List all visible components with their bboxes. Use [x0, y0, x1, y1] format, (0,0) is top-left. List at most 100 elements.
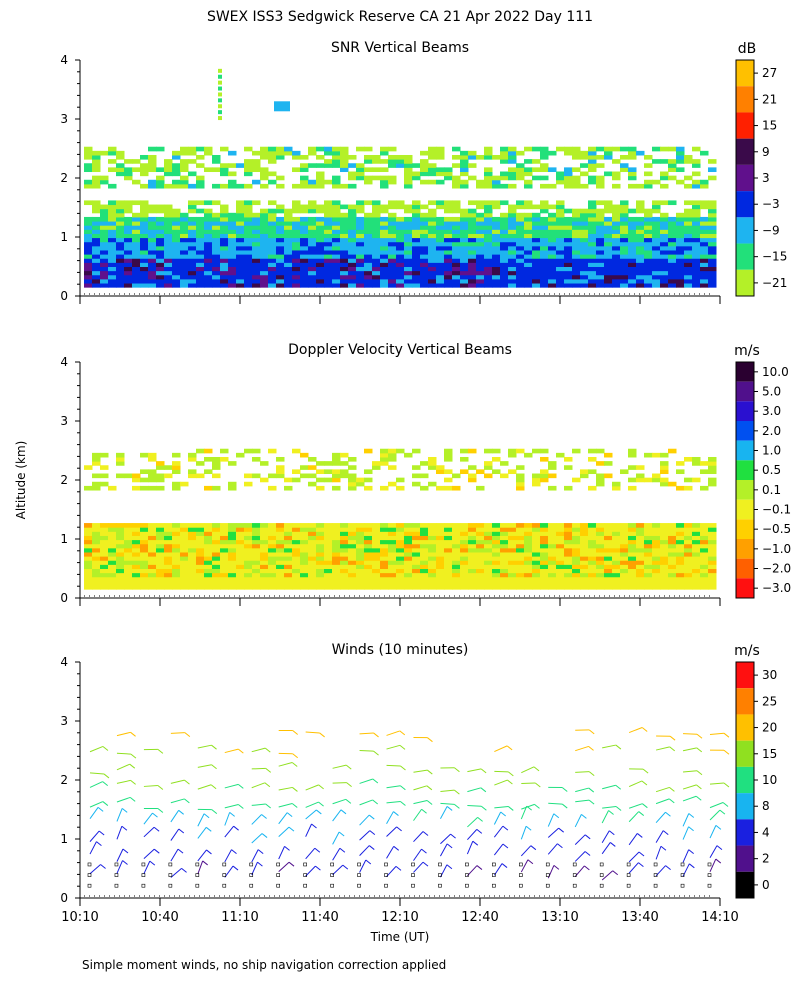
heatmap-cell — [236, 275, 245, 280]
heatmap-cell — [428, 577, 437, 582]
heatmap-cell — [532, 523, 541, 528]
heatmap-cell — [348, 275, 357, 280]
heatmap-cell — [164, 581, 173, 586]
heatmap-cell — [388, 229, 397, 234]
heatmap-cell — [332, 461, 341, 466]
heatmap-cell — [620, 167, 629, 172]
heatmap-cell — [556, 453, 565, 458]
heatmap-cell — [508, 279, 517, 284]
heatmap-cell — [188, 474, 197, 479]
heatmap-cell — [708, 469, 717, 474]
heatmap-cell — [692, 217, 701, 222]
heatmap-cell — [132, 577, 141, 582]
heatmap-cell — [516, 486, 525, 491]
heatmap-cell — [588, 469, 597, 474]
heatmap-cell — [316, 242, 325, 247]
heatmap-cell — [428, 221, 437, 226]
heatmap-cell — [468, 155, 477, 160]
heatmap-cell — [412, 527, 421, 532]
heatmap-cell — [92, 258, 101, 263]
wind-barb-flag — [130, 797, 135, 801]
heatmap-cell — [148, 544, 157, 549]
calm-marker — [681, 863, 684, 866]
heatmap-cell — [484, 569, 493, 574]
wind-barb-flag — [320, 733, 325, 737]
heatmap-cell — [292, 225, 301, 230]
wind-barb-flag — [613, 871, 618, 875]
heatmap-cell — [684, 548, 693, 553]
heatmap-cell — [580, 151, 589, 156]
heatmap-cell — [260, 233, 269, 238]
heatmap-cell — [84, 238, 93, 243]
heatmap-cell — [436, 564, 445, 569]
colorbar-label: 3.0 — [762, 404, 781, 418]
heatmap-cell — [276, 465, 285, 470]
heatmap-cell — [340, 535, 349, 540]
heatmap-cell — [660, 217, 669, 222]
heatmap-cell — [388, 205, 397, 210]
heatmap-cell — [212, 564, 221, 569]
heatmap-cell — [132, 544, 141, 549]
heatmap-cell — [636, 225, 645, 230]
heatmap-cell — [228, 242, 237, 247]
heatmap-cell — [412, 279, 421, 284]
heatmap-cell — [668, 176, 677, 181]
heatmap-cell — [92, 238, 101, 243]
heatmap-cell — [628, 184, 637, 189]
heatmap-cell — [188, 457, 197, 462]
wind-barb-flag — [154, 827, 159, 831]
heatmap-cell — [572, 246, 581, 251]
heatmap-cell — [444, 556, 453, 561]
heatmap-cell — [364, 271, 373, 276]
heatmap-cell — [516, 577, 525, 582]
heatmap-cell — [212, 569, 221, 574]
heatmap-cell — [452, 552, 461, 557]
heatmap-cell — [220, 449, 229, 454]
heatmap-cell — [332, 225, 341, 230]
heatmap-cell — [644, 225, 653, 230]
heatmap-cell — [396, 254, 405, 259]
wind-barb — [333, 848, 340, 860]
heatmap-cell — [556, 577, 565, 582]
heatmap-cell — [284, 585, 293, 590]
heatmap-cell — [324, 246, 333, 251]
heatmap-cell — [204, 585, 213, 590]
heatmap-cell — [396, 556, 405, 561]
heatmap-cell — [172, 482, 181, 487]
heatmap-cell — [316, 564, 325, 569]
heatmap-cell — [364, 155, 373, 160]
heatmap-cell — [260, 548, 269, 553]
heatmap-cell — [492, 267, 501, 272]
heatmap-cell — [332, 205, 341, 210]
heatmap-cell — [556, 279, 565, 284]
heatmap-cell — [260, 556, 269, 561]
heatmap-cell — [380, 556, 389, 561]
heatmap-cell — [700, 523, 709, 528]
calm-marker — [277, 874, 280, 877]
heatmap-cell — [604, 585, 613, 590]
heatmap-cell — [628, 151, 637, 156]
heatmap-cell — [396, 548, 405, 553]
heatmap-cell — [412, 221, 421, 226]
wind-barb-flag — [638, 863, 643, 867]
heatmap-cell — [628, 246, 637, 251]
heatmap-cell — [564, 172, 573, 177]
heatmap-cell — [484, 531, 493, 536]
heatmap-cell — [420, 225, 429, 230]
heatmap-cell — [316, 523, 325, 528]
wind-barb-flag — [373, 779, 378, 783]
heatmap-cell — [652, 279, 661, 284]
heatmap-cell — [684, 486, 693, 491]
heatmap-cell — [180, 163, 189, 168]
heatmap-cell — [612, 267, 621, 272]
heatmap-cell — [684, 242, 693, 247]
heatmap-cell — [188, 573, 197, 578]
heatmap-cell — [116, 527, 125, 532]
heatmap-cell — [252, 540, 261, 545]
wind-barb — [602, 785, 616, 789]
heatmap-cell — [668, 560, 677, 565]
wind-barb — [548, 828, 558, 837]
heatmap-cell — [324, 151, 333, 156]
heatmap-cell — [252, 163, 261, 168]
wind-barb-flag — [292, 763, 297, 767]
